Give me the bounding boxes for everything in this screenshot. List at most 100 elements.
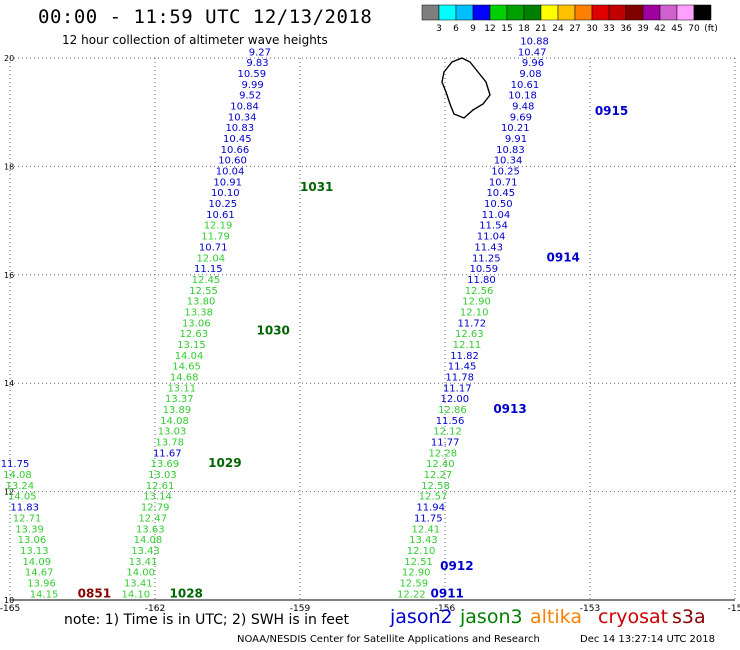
wave-height-label: 9.52: [239, 91, 261, 102]
colorbar-swatch: [455, 4, 474, 21]
wave-height-label: 10.84: [230, 101, 259, 112]
wave-height-label: 13.63: [136, 524, 165, 535]
legend-jason2: jason2: [390, 606, 453, 628]
legend-jason3: jason3: [460, 606, 523, 628]
colorbar-swatch: [693, 4, 712, 21]
wave-height-label: 10.83: [496, 145, 525, 156]
legend-cryosat: cryosat: [598, 606, 669, 628]
wave-height-label: 10.25: [209, 199, 238, 210]
wave-height-label: 12.10: [460, 307, 489, 318]
pass-time-label: 0914: [547, 250, 580, 264]
wave-height-label: 13.43: [409, 535, 438, 546]
wave-height-label: 11.04: [482, 210, 511, 221]
legend-s3a: s3a: [672, 606, 706, 628]
y-tick-label: 14: [4, 379, 14, 388]
y-tick-label: 20: [4, 54, 14, 63]
wave-height-label: 13.15: [177, 340, 206, 351]
y-tick-label: 18: [4, 162, 14, 171]
wave-height-label: 10.18: [508, 91, 537, 102]
colorbar-swatch: [523, 4, 542, 21]
pass-time-label: 1029: [208, 456, 241, 470]
wave-height-label: 10.71: [199, 242, 228, 253]
wave-height-label: 13.14: [143, 492, 172, 503]
pass-time-label: 0912: [440, 559, 473, 573]
wave-height-label: 13.89: [163, 405, 192, 416]
wave-height-label: 14.08: [160, 416, 189, 427]
wave-height-label: 11.45: [448, 362, 477, 373]
wave-height-label: 9.99: [241, 80, 263, 91]
pass-time-label: 1030: [257, 323, 290, 337]
wave-height-label: 12.40: [426, 459, 455, 470]
wave-height-label: 12.71: [13, 513, 42, 524]
x-tick-label: -159: [290, 604, 311, 614]
wave-height-label: 13.03: [158, 427, 187, 438]
wave-height-label: 13.11: [167, 383, 196, 394]
wave-height-label: 13.96: [27, 578, 56, 589]
wave-height-label: 14.08: [134, 535, 163, 546]
wave-height-label: 14.08: [3, 470, 32, 481]
island-outline: [441, 57, 491, 119]
wave-height-label: 12.58: [421, 481, 450, 492]
wave-height-label: 13.03: [148, 470, 177, 481]
wave-height-label: 10.04: [216, 167, 245, 178]
wave-height-label: 12.28: [428, 448, 457, 459]
wave-height-label: 11.72: [457, 318, 486, 329]
wave-height-label: 12.57: [419, 492, 448, 503]
wave-height-label: 9.27: [249, 47, 271, 58]
colorbar-label: 15: [501, 24, 512, 34]
colorbar-label: 6: [453, 24, 459, 34]
timestamp-text: Dec 14 13:27:14 UTC 2018: [580, 634, 715, 645]
wave-height-label: 11.83: [10, 503, 39, 514]
wave-height-label: 13.78: [155, 438, 184, 449]
wave-height-label: 11.54: [479, 221, 508, 232]
wave-height-label: 10.83: [225, 123, 254, 134]
x-tick-label: -162: [145, 604, 165, 614]
wave-height-label: 12.55: [189, 286, 218, 297]
wave-height-label: 11.67: [153, 448, 182, 459]
wave-height-label: 9.83: [246, 58, 268, 69]
wave-height-label: 10.88: [520, 36, 549, 47]
colorbar-label: 30: [586, 24, 598, 34]
wave-height-label: 13.06: [18, 535, 47, 546]
colorbar-label: 45: [671, 24, 682, 34]
wave-height-label: 11.80: [467, 275, 496, 286]
wave-height-label: 10.21: [501, 123, 530, 134]
colorbar-label: 36: [620, 24, 632, 34]
wave-height-label: 11.17: [443, 383, 472, 394]
colorbar-label: 3: [436, 24, 442, 34]
wave-height-label: 10.45: [486, 188, 515, 199]
wave-height-label: 11.82: [450, 351, 479, 362]
wave-height-label: 13.13: [20, 546, 49, 557]
wave-height-label: 9.48: [512, 101, 534, 112]
colorbar-label: 18: [518, 24, 530, 34]
colorbar-swatch: [608, 4, 627, 21]
wave-height-label: 10.91: [213, 177, 242, 188]
wave-height-label: 14.04: [175, 351, 204, 362]
wave-height-label: 14.10: [122, 589, 151, 600]
colorbar-label: 27: [569, 24, 580, 34]
pass-time-label: 0911: [431, 586, 464, 600]
colorbar-label: 70: [688, 24, 700, 34]
wave-height-label: 14.65: [172, 362, 201, 373]
colorbar-swatch: [557, 4, 576, 21]
wave-height-label: 12.00: [441, 394, 470, 405]
x-tick-label: -153: [580, 604, 600, 614]
wave-height-label: 12.56: [465, 286, 494, 297]
wave-height-label: 11.79: [201, 232, 230, 243]
wave-height-label: 10.45: [223, 134, 252, 145]
wave-height-label: 10.34: [494, 156, 523, 167]
wave-height-label: 9.08: [519, 69, 541, 80]
wave-height-label: 10.71: [489, 177, 518, 188]
colorbar-swatch: [574, 4, 593, 21]
wave-height-label: 14.09: [22, 557, 51, 568]
wave-height-label: 13.24: [6, 481, 35, 492]
wave-height-label: 14.05: [8, 492, 37, 503]
wave-height-label: 12.59: [399, 578, 428, 589]
wave-height-label: 12.90: [462, 297, 491, 308]
colorbar-label: 39: [637, 24, 649, 34]
wave-height-label: 11.04: [477, 232, 506, 243]
colorbar-label: 21: [535, 24, 546, 34]
colorbar-swatch: [540, 4, 559, 21]
pass-time-label: 0915: [595, 104, 628, 118]
wave-height-label: 12.79: [141, 503, 170, 514]
